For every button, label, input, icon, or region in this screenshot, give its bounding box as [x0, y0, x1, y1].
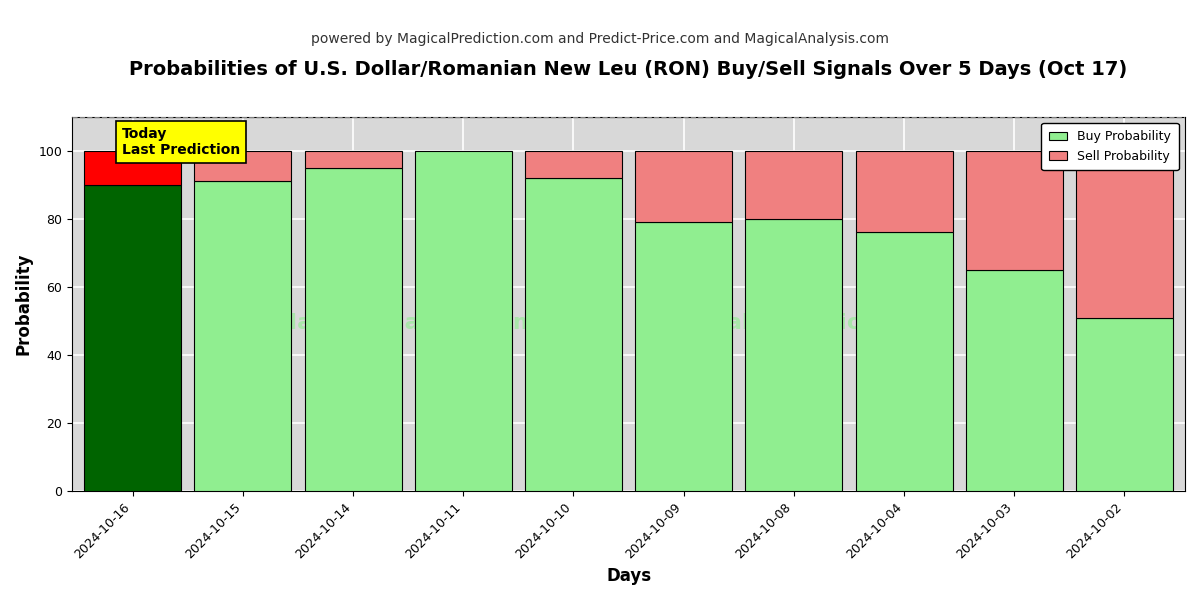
Bar — [856, 151, 953, 232]
Title: Probabilities of U.S. Dollar/Romanian New Leu (RON) Buy/Sell Signals Over 5 Days: Probabilities of U.S. Dollar/Romanian Ne… — [130, 60, 1128, 79]
Bar — [635, 222, 732, 491]
Text: MagicalAnalysis.com: MagicalAnalysis.com — [276, 313, 536, 332]
Bar — [966, 151, 1063, 270]
Bar — [305, 151, 402, 168]
Text: MagicalPrediction.com: MagicalPrediction.com — [653, 313, 938, 332]
Bar — [415, 151, 511, 491]
Legend: Buy Probability, Sell Probability: Buy Probability, Sell Probability — [1042, 123, 1178, 170]
Bar — [635, 151, 732, 222]
Y-axis label: Probability: Probability — [16, 253, 34, 355]
Bar — [526, 178, 622, 491]
Bar — [966, 270, 1063, 491]
Bar — [1076, 317, 1172, 491]
Bar — [305, 168, 402, 491]
Bar — [526, 151, 622, 178]
Bar — [84, 151, 181, 185]
Bar — [1076, 151, 1172, 317]
Bar — [745, 151, 842, 219]
Text: Today
Last Prediction: Today Last Prediction — [121, 127, 240, 157]
Bar — [84, 185, 181, 491]
Bar — [856, 232, 953, 491]
X-axis label: Days: Days — [606, 567, 652, 585]
Bar — [194, 151, 292, 181]
Bar — [745, 219, 842, 491]
Text: powered by MagicalPrediction.com and Predict-Price.com and MagicalAnalysis.com: powered by MagicalPrediction.com and Pre… — [311, 32, 889, 46]
Bar — [194, 181, 292, 491]
